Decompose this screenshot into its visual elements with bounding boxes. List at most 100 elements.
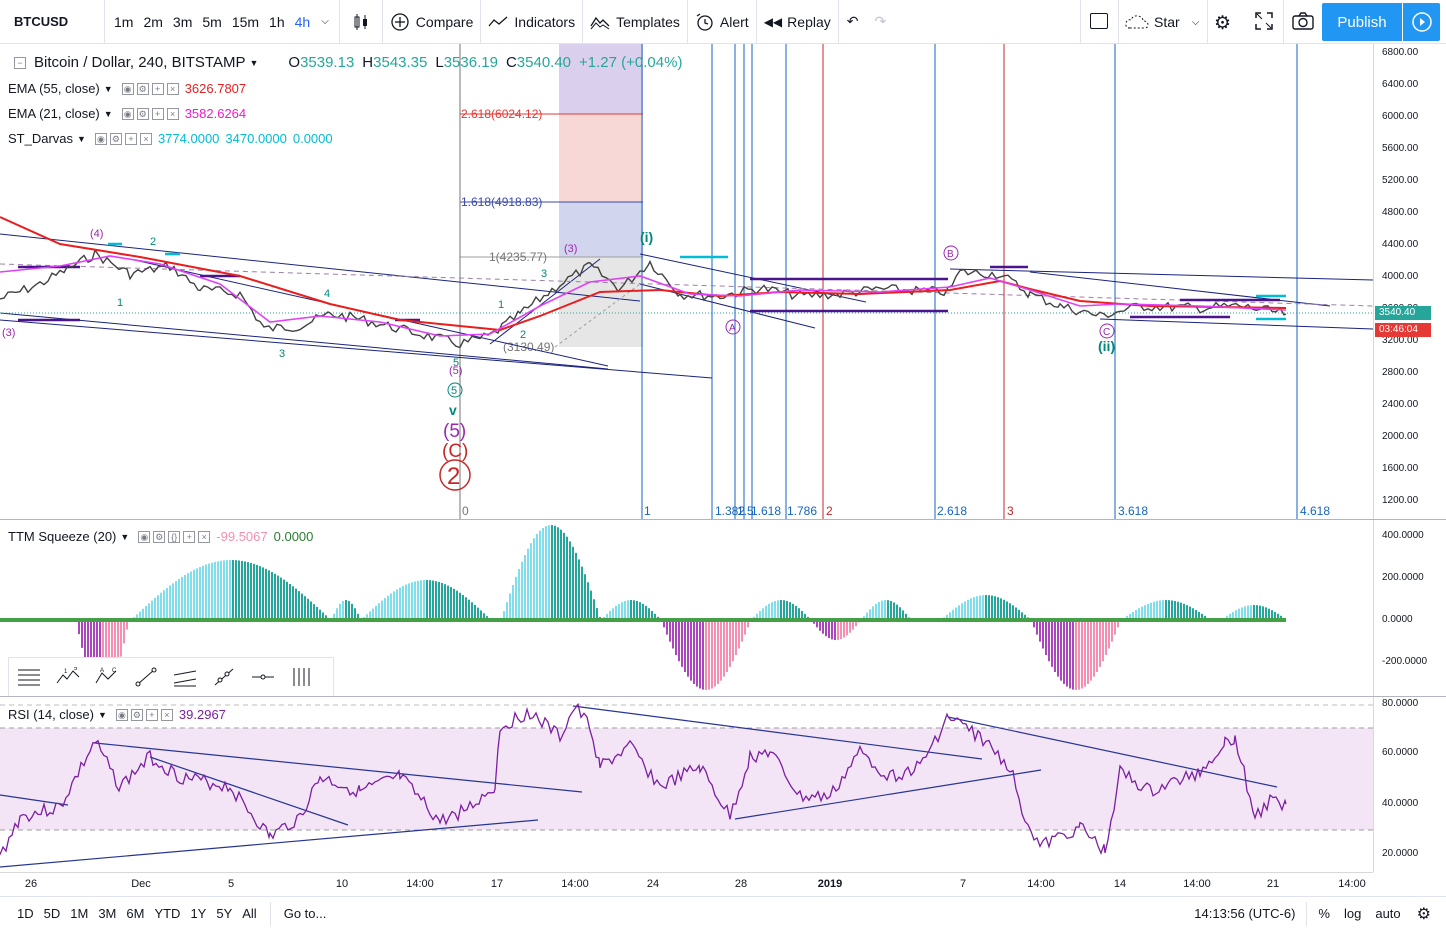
plus-icon[interactable]: + bbox=[124, 132, 137, 145]
ttm-tick: 0.0000 bbox=[1382, 614, 1413, 625]
timeframe-4h[interactable]: 4h bbox=[294, 13, 311, 30]
indicators-button[interactable]: Indicators bbox=[481, 0, 582, 44]
close-icon[interactable]: × bbox=[139, 132, 152, 145]
close-icon[interactable]: × bbox=[166, 82, 179, 95]
chevron-down-icon[interactable]: ⌵ bbox=[321, 16, 329, 27]
ttm-bar bbox=[1180, 602, 1182, 620]
chart-type-button[interactable] bbox=[340, 0, 382, 44]
gear-icon[interactable]: ⚙ bbox=[136, 107, 149, 120]
parallel-channel-button[interactable] bbox=[165, 658, 204, 696]
eye-icon[interactable]: ◉ bbox=[138, 530, 151, 543]
gear-icon[interactable]: ⚙ bbox=[153, 530, 166, 543]
rsi-axis[interactable]: 80.0000 60.0000 40.0000 20.0000 bbox=[1373, 697, 1446, 872]
chevron-down-icon[interactable]: ▼ bbox=[103, 108, 113, 119]
fullscreen-button[interactable] bbox=[1255, 12, 1273, 35]
compare-button[interactable]: Compare bbox=[383, 0, 481, 44]
ema55-label[interactable]: EMA (55, close) bbox=[8, 81, 100, 96]
time-axis[interactable]: 26 Dec 5 10 14:00 17 14:00 24 28 2019 7 … bbox=[0, 872, 1373, 896]
eye-icon[interactable]: ◉ bbox=[94, 132, 107, 145]
close-icon[interactable]: × bbox=[160, 708, 173, 721]
undo-button[interactable]: ↶ bbox=[839, 0, 867, 44]
trendline-button[interactable] bbox=[126, 658, 165, 696]
pane-separator[interactable] bbox=[0, 519, 1446, 520]
eye-icon[interactable]: ◉ bbox=[115, 708, 128, 721]
timeframe-15m[interactable]: 15m bbox=[231, 13, 260, 30]
ttm-bar bbox=[756, 613, 758, 620]
range-1d[interactable]: 1D bbox=[17, 906, 34, 921]
ttm-axis[interactable]: 400.0000 200.0000 0.0000 -200.0000 bbox=[1373, 520, 1446, 696]
range-3m[interactable]: 3M bbox=[98, 906, 117, 921]
horizontal-ray-button[interactable] bbox=[243, 658, 282, 696]
ema21-label[interactable]: EMA (21, close) bbox=[8, 106, 100, 121]
range-5d[interactable]: 5D bbox=[43, 906, 61, 921]
close-icon[interactable]: × bbox=[198, 530, 211, 543]
eye-icon[interactable]: ◉ bbox=[121, 82, 134, 95]
ttm-pane[interactable]: TTM Squeeze (20) ▼ ◉ ⚙{} + × -99.5067 0.000… bbox=[0, 520, 1373, 696]
chevron-down-icon[interactable]: ▼ bbox=[120, 531, 130, 542]
range-all[interactable]: All bbox=[242, 906, 257, 921]
ttm-bar bbox=[190, 571, 192, 620]
plus-icon[interactable]: + bbox=[151, 82, 164, 95]
vertical-lines-button[interactable] bbox=[282, 658, 321, 696]
plus-icon[interactable]: + bbox=[145, 708, 158, 721]
timeframe-2m[interactable]: 2m bbox=[143, 13, 163, 30]
rsi-pane[interactable]: RSI (14, close) ▼ ◉ ⚙ + × 39.2967 bbox=[0, 697, 1373, 872]
ttm-bar bbox=[542, 527, 544, 620]
ray-button[interactable] bbox=[204, 658, 243, 696]
gear-icon[interactable]: ⚙ bbox=[1416, 905, 1431, 923]
range-5y[interactable]: 5Y bbox=[216, 906, 233, 921]
templates-button[interactable]: Templates bbox=[583, 0, 687, 44]
timeframe-5m[interactable]: 5m bbox=[202, 13, 222, 30]
gear-icon[interactable]: ⚙ bbox=[136, 82, 149, 95]
price-pane[interactable]: 2.618(6024.12) 1.618(4918.83) 1(4235.77)… bbox=[0, 44, 1373, 519]
auto-toggle[interactable]: auto bbox=[1375, 906, 1401, 921]
timeframe-1h[interactable]: 1h bbox=[269, 13, 285, 30]
symbol-title[interactable]: Bitcoin / Dollar, 240, BITSTAMP bbox=[34, 54, 246, 71]
redo-button[interactable]: ↷ bbox=[867, 0, 895, 44]
rsi-label[interactable]: RSI (14, close) bbox=[8, 707, 94, 722]
chevron-down-icon[interactable]: ▼ bbox=[103, 83, 113, 94]
clock[interactable]: 14:13:56 (UTC-6) bbox=[1194, 906, 1296, 921]
gear-icon[interactable]: ⚙ bbox=[109, 132, 122, 145]
braces-icon[interactable]: {} bbox=[168, 530, 181, 543]
replay-button[interactable]: ◀◀ Replay bbox=[757, 0, 838, 44]
settings-button[interactable]: ⚙ bbox=[1214, 12, 1231, 35]
plus-icon[interactable]: + bbox=[151, 107, 164, 120]
range-ytd[interactable]: YTD bbox=[154, 906, 181, 921]
pane-separator[interactable] bbox=[0, 696, 1446, 697]
eye-icon[interactable]: ◉ bbox=[121, 107, 134, 120]
close-icon[interactable]: × bbox=[166, 107, 179, 120]
fib-tool-button[interactable] bbox=[9, 658, 48, 696]
range-1y[interactable]: 1Y bbox=[190, 906, 207, 921]
range-6m[interactable]: 6M bbox=[126, 906, 145, 921]
chevron-down-icon[interactable]: ▼ bbox=[77, 133, 86, 144]
chevron-down-icon[interactable]: ▼ bbox=[249, 57, 259, 68]
range-1m[interactable]: 1M bbox=[70, 906, 89, 921]
collapse-icon[interactable]: − bbox=[14, 56, 26, 69]
alert-button[interactable]: Alert bbox=[688, 0, 756, 44]
fullscreen-rect-button[interactable] bbox=[1090, 13, 1108, 29]
ttm-bar bbox=[666, 620, 668, 635]
publish-menu-button[interactable] bbox=[1403, 3, 1440, 41]
ttm-tick: -200.0000 bbox=[1382, 656, 1428, 667]
percent-toggle[interactable]: % bbox=[1318, 906, 1330, 921]
publish-button[interactable]: Publish bbox=[1322, 3, 1402, 41]
snapshot-button[interactable] bbox=[1292, 12, 1314, 35]
price-axis[interactable]: 6800.00 6400.00 6000.00 5600.00 5200.00 … bbox=[1373, 44, 1446, 519]
plus-icon[interactable]: + bbox=[183, 530, 196, 543]
symbol-search[interactable]: BTCUSD bbox=[14, 14, 69, 29]
time-tick: 28 bbox=[734, 878, 748, 890]
gear-icon[interactable]: ⚙ bbox=[130, 708, 143, 721]
goto-button[interactable]: Go to... bbox=[283, 906, 327, 921]
ttm-bar bbox=[319, 609, 321, 620]
timeframe-3m[interactable]: 3m bbox=[172, 13, 193, 30]
log-toggle[interactable]: log bbox=[1343, 906, 1362, 921]
ttm-label[interactable]: TTM Squeeze (20) bbox=[8, 529, 117, 544]
darvas-label[interactable]: ST_Darvas bbox=[8, 131, 74, 146]
star-button[interactable]: Star ⌵ bbox=[1124, 0, 1199, 44]
timeframe-1m[interactable]: 1m bbox=[114, 13, 134, 30]
chevron-down-icon[interactable]: ▼ bbox=[97, 709, 107, 720]
